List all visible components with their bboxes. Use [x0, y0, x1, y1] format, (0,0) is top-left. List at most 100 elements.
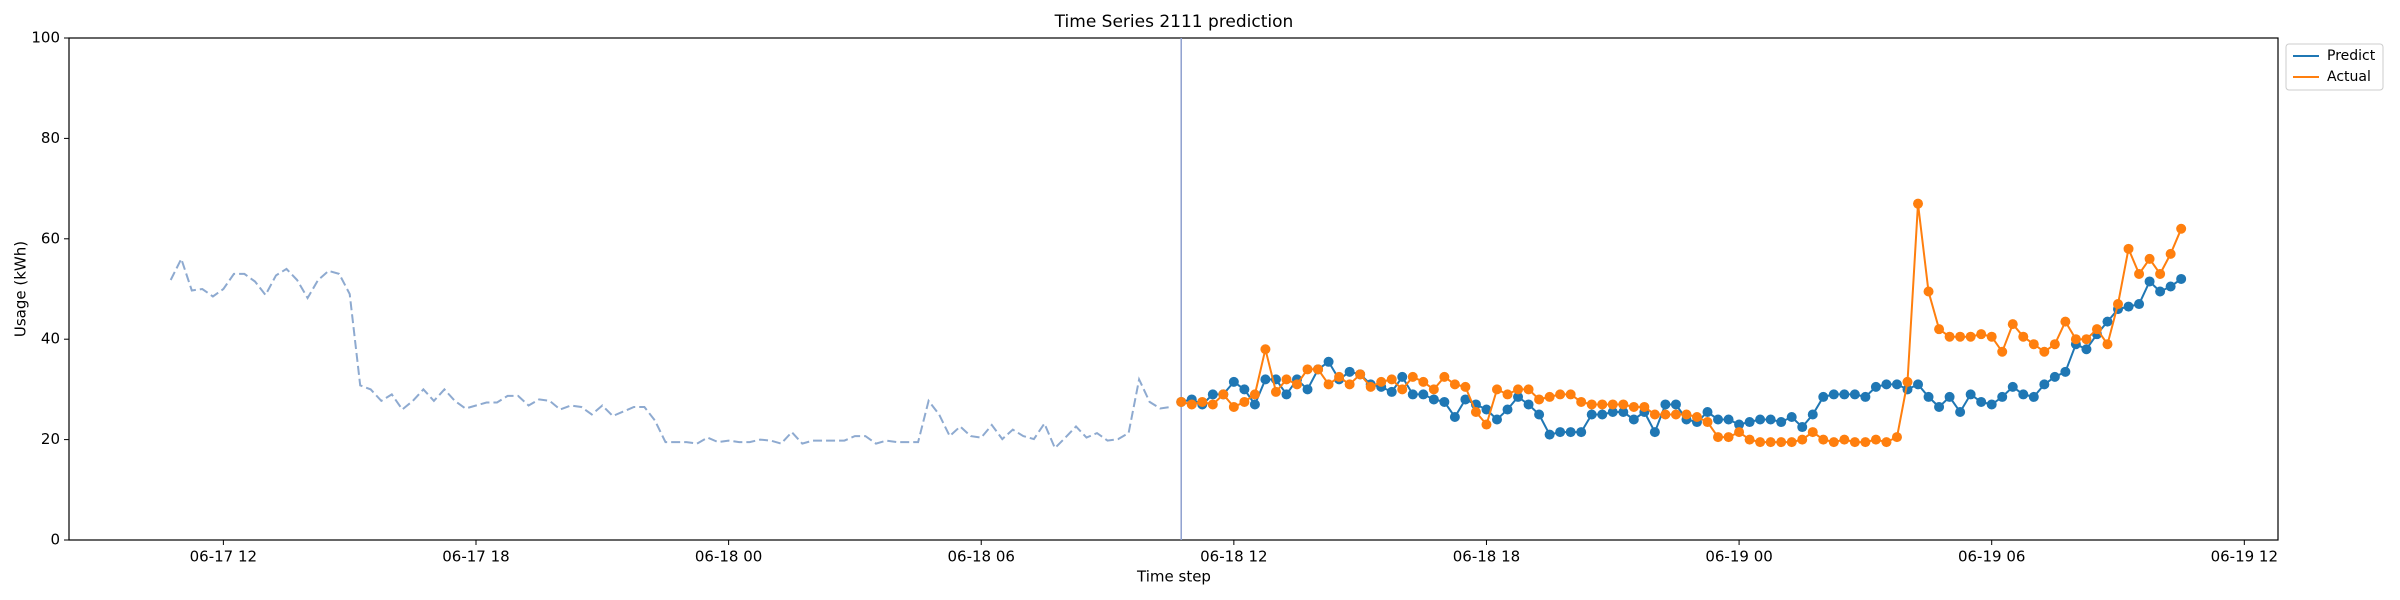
data-point [1239, 384, 1250, 395]
y-tick-label: 20 [41, 430, 60, 448]
data-point [1397, 371, 1408, 382]
data-point [2091, 324, 2102, 335]
chart-title: Time Series 2111 prediction [1054, 12, 1294, 32]
data-point [1870, 434, 1881, 445]
history-line [169, 256, 1171, 450]
data-point [2018, 331, 2029, 342]
data-point [1502, 404, 1513, 415]
data-point [1302, 364, 1313, 375]
data-point [2028, 339, 2039, 350]
data-point [1765, 414, 1776, 425]
data-point [1839, 434, 1850, 445]
data-point [1365, 381, 1376, 392]
data-point [1607, 399, 1618, 410]
data-point [1670, 399, 1681, 410]
data-point [2102, 316, 2113, 327]
data-point [1923, 286, 1934, 297]
data-point [1965, 389, 1976, 400]
data-point [1681, 409, 1692, 420]
data-point [1776, 437, 1787, 448]
data-point [1218, 389, 1229, 400]
data-point [1944, 391, 1955, 402]
data-point [2039, 346, 2050, 357]
data-point [1870, 381, 1881, 392]
data-point [1797, 434, 1808, 445]
legend-label: Actual [2327, 69, 2371, 85]
data-point [1397, 384, 1408, 395]
data-point [1418, 389, 1429, 400]
data-point [1702, 406, 1713, 417]
data-point [2176, 223, 2187, 234]
data-point [1860, 437, 1871, 448]
data-point [1407, 389, 1418, 400]
data-point [1470, 406, 1481, 417]
data-point [1281, 389, 1292, 400]
data-point [1755, 437, 1766, 448]
data-point [1576, 427, 1587, 438]
data-point [1618, 406, 1629, 417]
data-point [1544, 391, 1555, 402]
data-point [1376, 376, 1387, 387]
data-point [1534, 409, 1545, 420]
data-point [1228, 376, 1239, 387]
data-point [1597, 409, 1608, 420]
data-point [2028, 391, 2039, 402]
data-point [1618, 399, 1629, 410]
y-axis-label: Usage (kWh) [12, 241, 30, 337]
data-point [1197, 396, 1208, 407]
data-point [1955, 331, 1966, 342]
data-point [1807, 427, 1818, 438]
data-point [2039, 379, 2050, 390]
data-point [1428, 394, 1439, 405]
x-tick-label: 06-19 12 [2211, 548, 2278, 566]
x-tick-label: 06-18 18 [1453, 548, 1520, 566]
data-point [1723, 414, 1734, 425]
data-point [1439, 396, 1450, 407]
x-tick-label: 06-19 06 [1958, 548, 2025, 566]
data-point [1702, 417, 1713, 428]
data-point [1491, 414, 1502, 425]
y-tick-label: 80 [41, 129, 60, 147]
data-point [1723, 432, 1734, 443]
data-point [2007, 381, 2018, 392]
data-point [1228, 401, 1239, 412]
data-point [2007, 319, 2018, 330]
data-point [1186, 399, 1197, 410]
data-point [2123, 301, 2134, 312]
data-point [1660, 399, 1671, 410]
data-point [1744, 434, 1755, 445]
data-point [1818, 391, 1829, 402]
data-point [1449, 412, 1460, 423]
data-point [2144, 276, 2155, 287]
data-point [1386, 374, 1397, 385]
data-point [1649, 409, 1660, 420]
data-point [1607, 406, 1618, 417]
data-point [1628, 414, 1639, 425]
data-point [1891, 379, 1902, 390]
data-point [1923, 391, 1934, 402]
data-point [1565, 389, 1576, 400]
data-point [2155, 268, 2166, 279]
data-point [1407, 371, 1418, 382]
data-point [2113, 299, 2124, 310]
data-point [1965, 331, 1976, 342]
data-point [1934, 324, 1945, 335]
data-point [1555, 427, 1566, 438]
data-point [1576, 396, 1587, 407]
data-point [1481, 419, 1492, 430]
data-point [1249, 399, 1260, 410]
data-point [1955, 406, 1966, 417]
data-point [2123, 243, 2134, 254]
x-tick-label: 06-18 12 [1200, 548, 1267, 566]
data-point [1986, 331, 1997, 342]
data-point [1776, 417, 1787, 428]
data-point [1976, 396, 1987, 407]
data-point [1239, 396, 1250, 407]
data-point [1997, 391, 2008, 402]
data-point [1786, 437, 1797, 448]
data-point [1797, 422, 1808, 433]
data-point [1281, 374, 1292, 385]
data-point [1818, 434, 1829, 445]
data-point [2049, 371, 2060, 382]
data-point [1207, 399, 1218, 410]
